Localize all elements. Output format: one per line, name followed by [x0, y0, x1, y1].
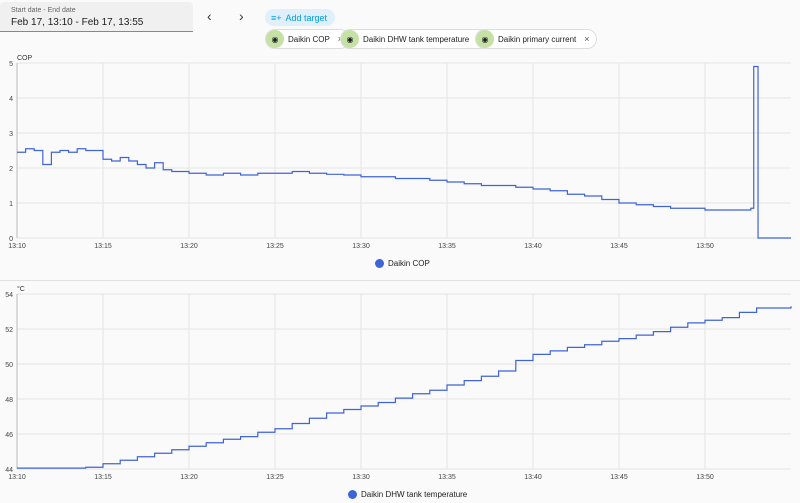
legend-dot — [348, 490, 357, 499]
y-tick-label: 2 — [9, 166, 13, 173]
date-range-label: Start date - End date — [11, 7, 76, 14]
x-tick-label: 13:45 — [610, 243, 628, 250]
chart-legend[interactable]: Daikin DHW tank temperature — [348, 490, 467, 499]
legend-label: Daikin DHW tank temperature — [361, 490, 468, 499]
divider — [0, 280, 800, 281]
eye-icon[interactable]: ◉ — [476, 30, 494, 48]
temperature-chart[interactable]: °C 44 46 48 50 52 54 13:10 13:15 13:20 13:25 13:30 1… — [0, 282, 800, 482]
x-tick-label: 13:30 — [352, 474, 370, 481]
add-target-button[interactable]: ≡+ Add target — [265, 9, 336, 26]
x-tick-label: 13:20 — [180, 243, 198, 250]
x-tick-label: 13:15 — [94, 243, 112, 250]
x-tick-label: 13:30 — [352, 243, 370, 250]
cop-chart[interactable]: COP 0 1 2 3 4 5 13:10 13:15 13:20 13:25 13:30 13:35 1… — [0, 50, 800, 250]
y-tick-label: 3 — [9, 131, 13, 138]
x-tick-label: 13:40 — [524, 243, 542, 250]
y-tick-label: 1 — [9, 201, 13, 208]
target-chip-label: Daikin DHW tank temperature — [363, 34, 470, 44]
x-tick-label: 13:35 — [438, 243, 456, 250]
y-tick-label: 0 — [9, 236, 13, 243]
y-axis-label: °C — [17, 285, 25, 293]
target-chip-label: Daikin COP — [288, 34, 330, 44]
add-target-label: Add target — [285, 12, 328, 23]
date-range-picker[interactable]: Start date - End date Feb 17, 13:10 - Fe… — [0, 2, 193, 32]
close-icon[interactable]: × — [584, 34, 590, 44]
chart-legend[interactable]: Daikin COP — [375, 259, 430, 268]
series-line — [17, 306, 792, 469]
y-tick-label: 46 — [5, 432, 13, 439]
x-tick-label: 13:50 — [696, 243, 714, 250]
playlist-add-icon: ≡+ — [271, 12, 282, 23]
y-tick-label: 52 — [5, 327, 13, 334]
x-tick-label: 13:40 — [524, 474, 542, 481]
x-tick-label: 13:50 — [696, 474, 714, 481]
target-chip[interactable]: ◉ Daikin primary current × — [475, 29, 597, 49]
x-tick-label: 13:25 — [266, 243, 284, 250]
legend-label: Daikin COP — [388, 259, 430, 268]
y-axis-label: COP — [17, 55, 33, 62]
x-tick-label: 13:45 — [610, 474, 628, 481]
eye-icon[interactable]: ◉ — [341, 30, 359, 48]
y-tick-label: 54 — [5, 292, 13, 299]
x-tick-label: 13:10 — [8, 243, 26, 250]
chevron-right-icon[interactable]: › — [239, 8, 244, 24]
y-tick-label: 4 — [9, 96, 13, 103]
x-tick-label: 13:15 — [94, 474, 112, 481]
target-chip[interactable]: ◉ Daikin DHW tank temperature × — [340, 29, 490, 49]
x-tick-label: 13:10 — [8, 474, 26, 481]
eye-icon[interactable]: ◉ — [266, 30, 284, 48]
legend-dot — [375, 259, 384, 268]
date-range-value: Feb 17, 13:10 - Feb 17, 13:55 — [11, 17, 144, 28]
x-tick-label: 13:20 — [180, 474, 198, 481]
y-tick-label: 48 — [5, 397, 13, 404]
y-tick-label: 5 — [9, 61, 13, 68]
target-chip-label: Daikin primary current — [498, 34, 577, 44]
x-tick-label: 13:25 — [266, 474, 284, 481]
target-chip[interactable]: ◉ Daikin COP × — [265, 29, 351, 49]
x-tick-label: 13:35 — [438, 474, 456, 481]
series-line — [17, 65, 791, 239]
y-tick-label: 44 — [5, 467, 13, 474]
chevron-left-icon[interactable]: ‹ — [207, 8, 212, 24]
y-tick-label: 50 — [5, 362, 13, 369]
